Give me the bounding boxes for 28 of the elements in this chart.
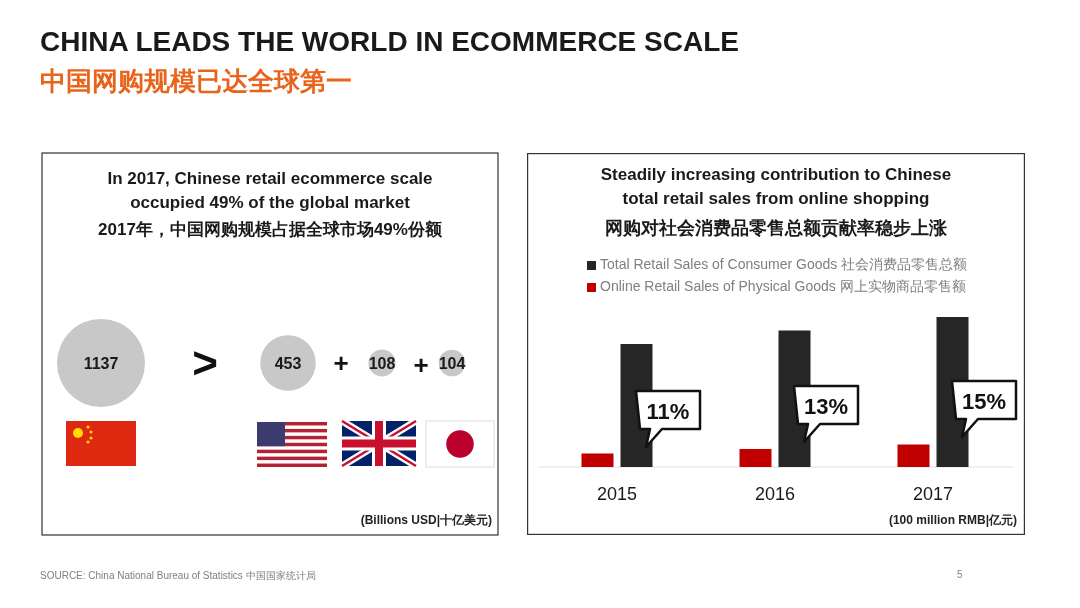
text: 中国网购规模已达全球第一	[40, 65, 352, 98]
x-tick-label: 2017	[912, 484, 954, 504]
bar	[897, 444, 930, 467]
text: 5	[957, 569, 963, 580]
annotation: 11%	[646, 399, 690, 424]
text: +	[413, 350, 429, 380]
bar	[581, 453, 614, 467]
chart-subtitle: 网购对社会消费品零售总额贡献率稳步上涨	[604, 217, 948, 240]
data-label: 104	[438, 355, 466, 372]
annotation: 15%	[961, 389, 1007, 414]
legend-label: Online Retail Sales of Physical Goods 网上实物商品零售额	[600, 278, 966, 296]
x-tick-label: 2015	[596, 484, 638, 504]
text: In 2017, Chinese retail ecommerce scale occupied 49% of the global market	[106, 168, 434, 214]
legend-label: Total Retail Sales of Consumer Goods 社会消费品零售总额	[600, 256, 968, 274]
bar	[739, 449, 772, 467]
source-note: SOURCE: China National Bureau of Statistics 中国国家统计局	[40, 569, 316, 583]
data-label: 108	[368, 355, 396, 372]
text: 2017年，中国网购规模占据全球市场49%份额	[97, 219, 443, 241]
text: CHINA LEADS THE WORLD IN ECOMMERCE SCALE	[40, 26, 739, 58]
x-tick-label: 2016	[754, 484, 796, 504]
text: >	[192, 338, 218, 387]
annotation: 13%	[803, 394, 849, 419]
text: (100 million RMB|亿元)	[888, 512, 1017, 529]
text: (Billions USD|十亿美元)	[360, 512, 492, 529]
chart-title: Steadily increasing contribution to Chinese total retail sales from online shopping	[599, 164, 953, 210]
data-label: 453	[274, 355, 302, 372]
text: +	[333, 348, 349, 378]
data-label: 1137	[83, 355, 119, 372]
